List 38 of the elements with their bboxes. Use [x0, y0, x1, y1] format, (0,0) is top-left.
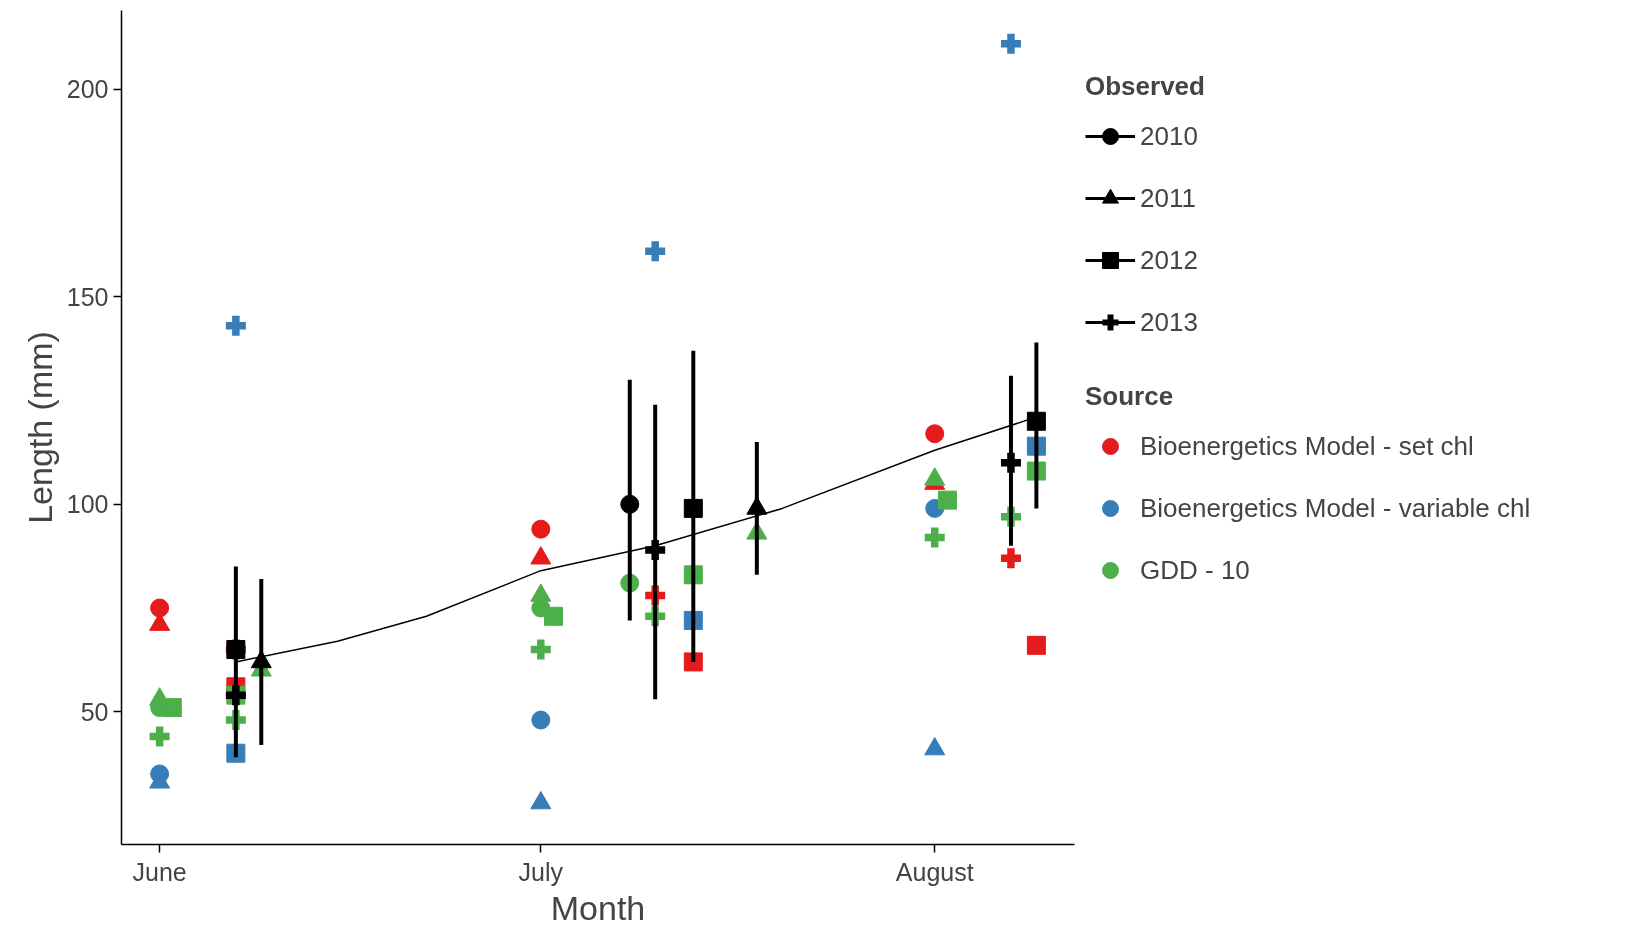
point [530, 639, 551, 660]
x-axis-title: Month [550, 888, 646, 927]
point [683, 498, 703, 518]
x-tick-label: July [518, 857, 564, 886]
legend-label: Bioenergetics Model - variable chl [1140, 491, 1531, 525]
text: Source [1085, 381, 1174, 411]
point [925, 424, 945, 444]
point [1000, 33, 1021, 54]
point [1026, 635, 1046, 655]
point [645, 241, 666, 262]
y-tick-label: 100 [66, 490, 109, 519]
legend-label: GDD - 10 [1140, 553, 1250, 587]
legend-label: 2012 [1140, 243, 1198, 277]
legend-label: 2010 [1140, 119, 1198, 153]
legend-label: 2013 [1140, 305, 1198, 339]
y-tick-label: 150 [66, 282, 109, 311]
y-tick-label: 50 [80, 697, 109, 726]
legend-label: 2011 [1140, 181, 1196, 215]
point [1000, 452, 1021, 473]
point [162, 698, 182, 718]
legend-label: Bioenergetics Model - set chl [1140, 429, 1474, 463]
point [1026, 411, 1046, 431]
point [150, 598, 170, 618]
point [620, 494, 640, 514]
x-tick-label: August [895, 857, 974, 886]
point [544, 606, 564, 626]
y-axis-title: Length (mm) [20, 331, 59, 524]
point [531, 710, 551, 730]
y-tick-label: 200 [66, 75, 109, 104]
point [149, 726, 170, 747]
point [225, 315, 246, 336]
text: Observed [1085, 71, 1205, 101]
point [924, 527, 945, 548]
point [937, 490, 957, 510]
point [531, 519, 551, 539]
x-tick-label: June [132, 857, 187, 886]
point [645, 539, 666, 560]
point [1000, 548, 1021, 569]
